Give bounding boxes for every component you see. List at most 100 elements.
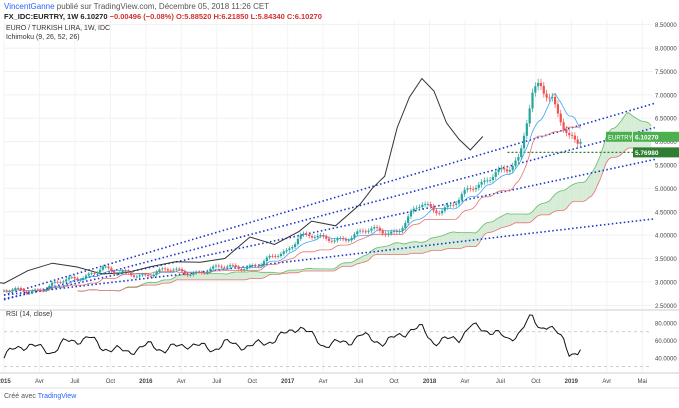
- time-tick-label: 2015: [0, 379, 11, 385]
- candle-body: [175, 269, 177, 270]
- cloud-segment: [213, 274, 216, 280]
- candle-body: [116, 274, 118, 275]
- cloud-segment: [462, 233, 465, 249]
- candle-body: [362, 231, 364, 232]
- cloud-segment: [555, 192, 558, 211]
- candle-body: [85, 276, 87, 279]
- candle-body: [187, 274, 189, 275]
- candle-body: [57, 282, 59, 283]
- candle-body: [9, 291, 11, 292]
- cloud-segment: [417, 242, 420, 254]
- candle-body: [172, 270, 174, 271]
- candle-body: [421, 205, 423, 207]
- cloud-segment: [538, 204, 541, 216]
- candle-body: [503, 168, 505, 169]
- price-tick-label: 4.50000: [655, 210, 677, 216]
- candle-body: [534, 86, 536, 92]
- candle-body: [410, 211, 412, 216]
- cloud-segment: [524, 214, 527, 223]
- candle-body: [102, 267, 104, 270]
- cloud-segment: [499, 216, 502, 229]
- candle-body: [540, 83, 542, 86]
- cloud-segment: [244, 272, 247, 280]
- cloud-segment: [465, 233, 468, 247]
- candle-body: [396, 231, 398, 232]
- cloud-segment: [453, 232, 456, 249]
- candle-body: [266, 258, 268, 262]
- candle-body: [189, 275, 191, 276]
- candle-body: [455, 204, 457, 205]
- candle-body: [478, 185, 480, 188]
- candle-body: [54, 282, 56, 283]
- candle-body: [167, 269, 169, 270]
- cloud-segment: [575, 183, 578, 202]
- cloud-segment: [253, 271, 256, 278]
- candle-body: [319, 235, 321, 236]
- candle-body: [133, 275, 135, 276]
- cloud-segment: [564, 189, 567, 210]
- candle-body: [379, 228, 381, 231]
- cloud-segment: [258, 272, 261, 279]
- candle-body: [156, 272, 158, 275]
- candle-body: [263, 261, 265, 265]
- candle-body: [195, 272, 197, 273]
- candle-body: [232, 265, 234, 266]
- cloud-segment: [442, 235, 445, 251]
- candle-body: [348, 240, 350, 241]
- ichimoku-label[interactable]: Ichimoku (9, 26, 52, 26): [6, 34, 80, 41]
- cloud-segment: [578, 183, 581, 202]
- author-name[interactable]: VincentGanne: [4, 2, 55, 11]
- price-tick-label: 2.50000: [655, 304, 677, 310]
- cloud-segment: [629, 113, 632, 148]
- cloud-segment: [445, 233, 448, 249]
- tradingview-logo-text[interactable]: TradingView: [38, 393, 77, 400]
- symbol-info: FX_IDC:EURTRY, 1W 6.10270 −0.00496 (−0.0…: [4, 12, 322, 21]
- time-axis: 2015AvrJuilOct2016AvrJuilOct2017AvrJuilO…: [0, 379, 647, 385]
- cloud-segment: [233, 272, 236, 280]
- candle-body: [28, 293, 30, 294]
- cloud-segment: [518, 214, 521, 223]
- candle-body: [543, 86, 545, 94]
- candle-body: [302, 234, 304, 235]
- candle-body: [23, 290, 25, 292]
- time-tick-label: 2019: [565, 379, 579, 385]
- cloud-segment: [470, 233, 473, 247]
- time-tick-label: Avr: [602, 379, 611, 385]
- candle-body: [514, 161, 516, 166]
- candle-body: [82, 278, 84, 280]
- candle-body: [520, 148, 522, 157]
- rsi-label[interactable]: RSI (14, close): [6, 311, 52, 318]
- candle-body: [560, 114, 562, 123]
- candle-body: [384, 234, 386, 235]
- time-tick-label: Juil: [354, 379, 363, 385]
- cloud-segment: [561, 191, 564, 211]
- candle-body: [291, 247, 293, 248]
- cloud-segment: [219, 274, 222, 280]
- cloud-segment: [583, 181, 586, 202]
- candle-body: [277, 256, 279, 257]
- candle-body: [26, 292, 28, 293]
- cloud-segment: [516, 214, 519, 223]
- candle-body: [565, 129, 567, 133]
- candle-body: [393, 231, 395, 232]
- rsi-tick-label: 40.0000: [655, 356, 677, 362]
- candle-body: [99, 270, 101, 273]
- time-tick-label: Avr: [461, 379, 470, 385]
- candle-body: [365, 231, 367, 232]
- candle-body: [280, 254, 282, 256]
- candle-body: [226, 266, 228, 267]
- candle-body: [568, 133, 570, 135]
- cloud-segment: [581, 182, 584, 201]
- cloud-segment: [434, 237, 437, 250]
- candle-body: [96, 272, 98, 273]
- candle-body: [430, 204, 432, 206]
- price-tick-label: 5.00000: [655, 187, 677, 193]
- candle-body: [531, 93, 533, 109]
- candle-body: [382, 231, 384, 234]
- candle-body: [40, 290, 42, 291]
- candle-body: [153, 275, 155, 277]
- candle-body: [345, 239, 347, 240]
- candle-body: [283, 251, 285, 253]
